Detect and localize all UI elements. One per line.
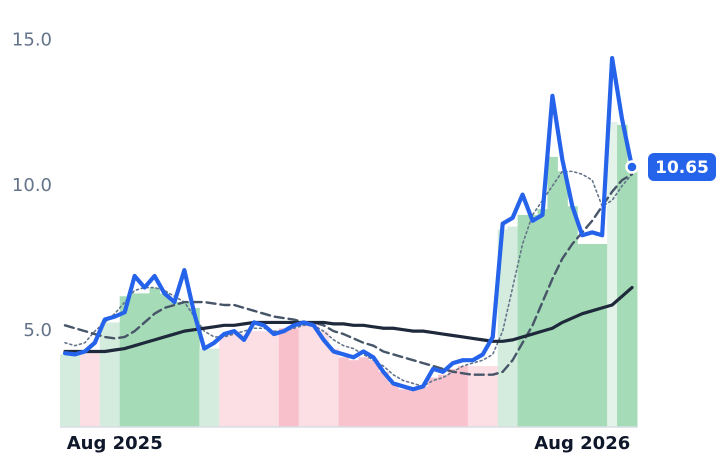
x-tick-label: Aug 2026: [534, 433, 630, 454]
regime-bar: [517, 214, 529, 427]
regime-bar: [89, 351, 101, 427]
regime-bar: [428, 377, 439, 427]
regime-bar: [258, 331, 270, 427]
regime-bar: [408, 389, 419, 427]
regime-bar: [418, 386, 429, 427]
regime-bar: [129, 293, 141, 427]
regime-bar: [547, 156, 558, 427]
regime-bar: [537, 209, 548, 427]
regime-bar: [557, 171, 568, 427]
regime-bar: [179, 302, 190, 427]
regime-bar: [159, 293, 170, 427]
regime-bar: [338, 357, 349, 427]
regime-bar: [457, 366, 469, 427]
regime-bar: [119, 296, 131, 427]
regime-bar: [507, 226, 519, 427]
regime-bar: [438, 374, 449, 427]
series-line: [62, 56, 635, 392]
regime-bar: [577, 244, 588, 427]
regime-bar: [288, 328, 300, 427]
regime-bar: [587, 244, 598, 427]
regime-bar: [398, 389, 409, 427]
regime-bar: [219, 334, 230, 427]
regime-bar: [69, 354, 81, 427]
last-value-badge: [648, 153, 716, 182]
y-tick-label: 5.0: [23, 320, 52, 341]
regime-bar: [278, 328, 290, 427]
series-line: [63, 173, 634, 376]
x-tick-label: Aug 2025: [67, 433, 163, 454]
regime-bar: [249, 331, 260, 427]
regime-bar: [368, 360, 379, 427]
regime-bar: [597, 244, 608, 427]
series-line: [64, 170, 633, 388]
regime-bar: [60, 354, 71, 427]
regime-bar: [239, 334, 250, 427]
regime-bar: [328, 348, 340, 427]
regime-bar: [268, 331, 280, 427]
regime-bar: [318, 331, 330, 427]
regime-bar: [348, 360, 359, 427]
regime-bar: [358, 357, 369, 427]
regime-bar: [487, 366, 499, 427]
regime-bar: [607, 122, 618, 427]
regime-bar: [189, 307, 200, 427]
regime-bar: [627, 171, 638, 427]
regime-bar: [209, 348, 220, 427]
y-tick-label: 15.0: [12, 30, 52, 51]
regime-bar: [527, 214, 538, 427]
regime-bar: [388, 383, 399, 427]
regime-bar: [199, 348, 210, 427]
series-line: [63, 285, 634, 354]
last-value-label: 10.65: [655, 158, 709, 178]
regime-bar: [229, 331, 240, 427]
y-tick-label: 10.0: [12, 175, 52, 196]
regime-bar: [447, 368, 459, 427]
regime-bar: [467, 366, 479, 427]
regime-bar: [109, 322, 121, 427]
last-point: [625, 160, 639, 174]
regime-bar: [99, 322, 111, 427]
regime-bar: [79, 351, 91, 427]
regime-bar: [298, 325, 310, 427]
regime-bar: [139, 293, 151, 427]
regime-bar: [477, 366, 489, 427]
regime-bar: [308, 325, 320, 427]
regime-bar: [617, 124, 628, 428]
regime-bar: [169, 302, 180, 427]
regime-bar: [149, 287, 160, 427]
regime-bar: [378, 371, 389, 427]
